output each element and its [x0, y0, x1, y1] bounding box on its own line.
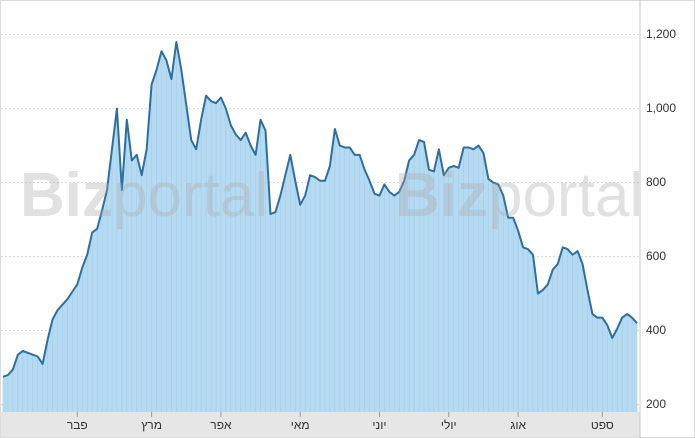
x-tick-label: יוני	[372, 418, 386, 432]
watermark-light: portal	[113, 161, 268, 230]
x-tick-label: פבר	[67, 418, 88, 432]
y-tick-label: 600	[646, 249, 666, 263]
y-tick-label: 200	[646, 397, 666, 411]
watermark: Bizportal	[20, 161, 268, 230]
watermark: Bizportal	[395, 161, 643, 230]
x-tick-label: אוג	[510, 418, 526, 432]
area-line	[2, 41, 638, 378]
y-tick-label: 1,200	[646, 27, 676, 41]
y-tick-label: 1,000	[646, 101, 676, 115]
y-tick-label: 400	[646, 323, 666, 337]
watermark-light: portal	[488, 161, 643, 230]
x-tick-label: מאי	[291, 418, 310, 432]
x-axis-band	[1, 412, 640, 437]
watermark-bold: Biz	[20, 161, 113, 230]
x-tick-label: מרץ	[141, 418, 162, 432]
x-tick-label: אפר	[210, 418, 232, 432]
x-tick-label: ספט	[591, 418, 614, 432]
x-tick-label: יולי	[441, 418, 457, 432]
y-tick-label: 800	[646, 175, 666, 189]
watermark-bold: Biz	[395, 161, 488, 230]
